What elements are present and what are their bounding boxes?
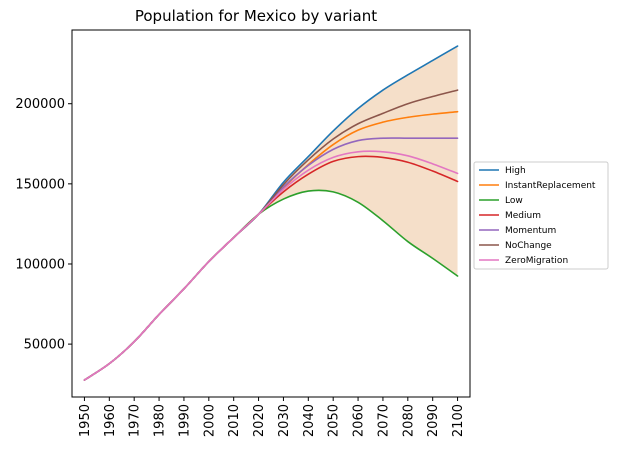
x-tick-label: 1990 (177, 404, 192, 437)
high-low-range-band (84, 46, 458, 381)
legend-label-high: High (505, 166, 526, 176)
x-tick-label: 2060 (352, 404, 367, 437)
series-line-zeromigration (83, 150, 459, 381)
x-tick-label: 2010 (227, 404, 242, 437)
x-tick-label: 2000 (202, 404, 217, 437)
y-tick-label: 100000 (15, 257, 65, 272)
x-tick-label: 2030 (277, 404, 292, 437)
x-tick-label: 2020 (252, 404, 267, 437)
legend-label-momentum: Momentum (505, 226, 556, 236)
x-tick-label: 2050 (327, 404, 342, 437)
x-tick-label: 2070 (376, 404, 391, 437)
y-axis: 50000 100000 150000 200000 (15, 97, 72, 353)
legend-box (473, 161, 609, 270)
series-lines (83, 45, 459, 381)
x-tick-label: 2040 (302, 404, 317, 437)
legend-label-zeromigration: ZeroMigration (505, 256, 568, 266)
legend-label-nochange: NoChange (505, 241, 552, 251)
x-tick-label: 1950 (78, 404, 93, 437)
legend: High InstantReplacement Low Medium Momentum N… (473, 161, 609, 270)
x-tick-label: 2090 (426, 404, 441, 437)
range-fill-area (84, 46, 458, 381)
x-tick-label: 1980 (153, 404, 168, 437)
y-tick-label: 50000 (24, 338, 65, 353)
x-tick-label: 2100 (451, 404, 466, 437)
legend-items: High InstantReplacement Low Medium Momentum N… (479, 166, 596, 266)
x-axis: 1950 1960 1970 1980 1990 2000 2010 2020 2030 2040… (78, 397, 466, 437)
legend-label-instantreplacement: InstantReplacement (505, 181, 596, 191)
plot-frame (71, 29, 471, 398)
y-tick-label: 200000 (15, 97, 65, 112)
y-tick-label: 150000 (15, 177, 65, 192)
x-tick-label: 1960 (103, 404, 118, 437)
legend-label-low: Low (505, 196, 523, 206)
chart-title: Population for Mexico by variant (135, 7, 377, 25)
legend-label-medium: Medium (505, 211, 541, 221)
x-tick-label: 1970 (128, 404, 143, 437)
x-tick-label: 2080 (401, 404, 416, 437)
